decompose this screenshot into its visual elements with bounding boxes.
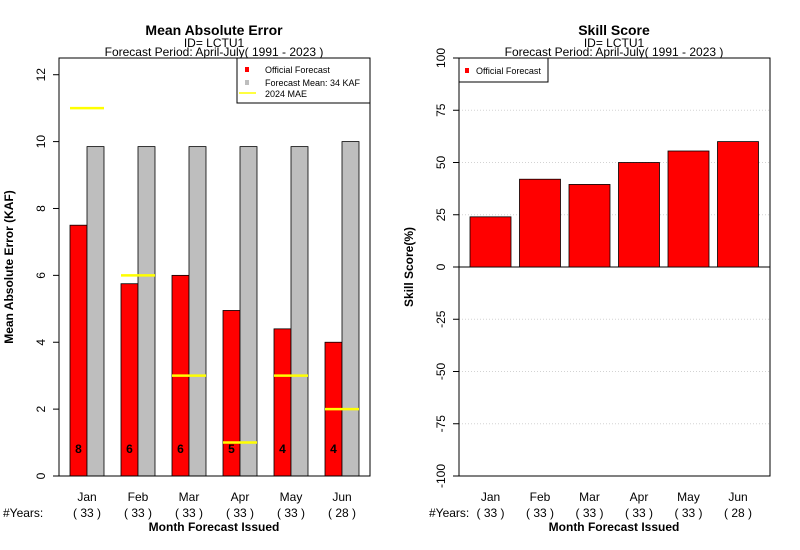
skill-id: ID= LCTU1 [584, 36, 645, 50]
mae-xtick-label: May [280, 490, 303, 504]
skill-legend-box [458, 57, 549, 83]
mae-legend-mean-swatch [245, 80, 249, 85]
mae-legend: Official Forecast Forecast Mean: 34 KAF … [236, 57, 371, 104]
mae-legend-box [236, 57, 371, 104]
skill-years-value: ( 33 ) [476, 506, 504, 520]
mae-xtick-label: Feb [128, 490, 149, 504]
skill-xtick-label: Jun [728, 490, 747, 504]
skill-ylabel: Skill Score(%) [402, 227, 416, 307]
mae-bar-count: 4 [330, 442, 337, 456]
skill-ytick-label-5: 25 [434, 208, 448, 222]
skill-years-label: #Years: [429, 506, 469, 520]
mae-years-label: #Years: [3, 506, 43, 520]
mae-bar-count: 8 [75, 442, 82, 456]
mae-bar-count: 4 [279, 442, 286, 456]
mae-years-value: ( 33 ) [277, 506, 305, 520]
skill-legend-official-swatch [465, 68, 469, 73]
mae-mean-bar [290, 146, 309, 477]
mae-ytick-label-3: 6 [34, 272, 48, 279]
mae-ytick-label-0: 0 [34, 472, 48, 479]
mae-years-value: ( 33 ) [73, 506, 101, 520]
mae-ylabel: Mean Absolute Error (KAF) [2, 190, 16, 344]
mae-period: Forecast Period: April-July( 1991 - 2023… [105, 45, 324, 59]
skill-legend-official-label: Official Forecast [476, 66, 541, 76]
skill-official-bar [519, 178, 561, 268]
mae-ytick-label-1: 2 [34, 405, 48, 412]
mae-mean-bar [239, 146, 258, 477]
mae-panel: Mean Absolute Error ID= LCTU1 Forecast P… [2, 22, 371, 534]
skill-ytick-label-2: -50 [434, 363, 448, 381]
mae-bar-count: 6 [177, 442, 184, 456]
skill-ytick-label-4: 0 [434, 263, 448, 270]
skill-ytick-label-7: 75 [434, 103, 448, 117]
mae-ytick-label-6: 12 [34, 68, 48, 82]
mae-ytick-label-4: 8 [34, 205, 48, 212]
mae-years-value: ( 28 ) [328, 506, 356, 520]
skill-ytick-label-8: 100 [434, 48, 448, 68]
mae-mean-bar [137, 146, 156, 477]
mae-ytick-label-5: 10 [34, 135, 48, 149]
mae-legend-mean-label: Forecast Mean: 34 KAF [265, 78, 361, 88]
mae-mean-bar [341, 141, 360, 477]
mae-legend-2024-label: 2024 MAE [265, 89, 307, 99]
skill-legend: Official Forecast [458, 57, 549, 83]
mae-bar-count: 6 [126, 442, 133, 456]
skill-years-value: ( 28 ) [724, 506, 752, 520]
mae-years-value: ( 33 ) [175, 506, 203, 520]
skill-xtick-label: Feb [530, 490, 551, 504]
skill-xtick-label: Jan [481, 490, 500, 504]
mae-mean-bar [86, 146, 105, 477]
mae-xtick-label: Jan [77, 490, 96, 504]
mae-plot-area: 0 2 4 6 8 10 12 8 Jan ( 33 ) 6 Feb ( 33 ) 6 Mar ( 33 ) 5… [34, 68, 360, 520]
mae-years-value: ( 33 ) [124, 506, 152, 520]
skill-years-value: ( 33 ) [625, 506, 653, 520]
skill-official-bar [568, 184, 611, 268]
mae-mean-bar [188, 146, 207, 477]
mae-xtick-label: Mar [179, 490, 200, 504]
mae-xlabel: Month Forecast Issued [149, 520, 280, 534]
mae-xtick-label: Apr [231, 490, 250, 504]
skill-period: Forecast Period: April-July( 1991 - 2023… [505, 45, 724, 59]
mae-id: ID= LCTU1 [184, 36, 245, 50]
skill-xtick-label: Mar [579, 490, 600, 504]
skill-ytick-label-6: 50 [434, 156, 448, 170]
skill-plot-area: -100 -75 -50 -25 0 25 50 75 100 Jan ( 33 ) Feb ( 33 … [434, 48, 770, 520]
skill-ylabel-wrap: Skill Score(%) [402, 227, 416, 307]
mae-years-value: ( 33 ) [226, 506, 254, 520]
skill-official-bar [469, 216, 512, 268]
mae-legend-official-swatch [245, 67, 249, 72]
skill-ytick-label-0: -100 [434, 464, 448, 488]
skill-years-value: ( 33 ) [575, 506, 603, 520]
mae-title: Mean Absolute Error [145, 22, 283, 38]
skill-xlabel: Month Forecast Issued [549, 520, 680, 534]
skill-years-value: ( 33 ) [674, 506, 702, 520]
skill-ytick-label-1: -75 [434, 415, 448, 433]
mae-ylabel-wrap: Mean Absolute Error (KAF) [2, 190, 16, 344]
skill-years-value: ( 33 ) [526, 506, 554, 520]
mae-official-bar [69, 224, 88, 477]
mae-bar-count: 5 [228, 442, 235, 456]
mae-plot-frame [58, 57, 371, 477]
skill-xtick-label: Apr [630, 490, 649, 504]
skill-panel: Skill Score ID= LCTU1 Forecast Period: A… [402, 22, 771, 534]
skill-official-bar [667, 150, 710, 268]
skill-ytick-label-3: -25 [434, 310, 448, 328]
mae-legend-official-label: Official Forecast [265, 65, 330, 75]
mae-ytick-label-2: 4 [34, 339, 48, 346]
mae-xtick-label: Jun [332, 490, 351, 504]
skill-title: Skill Score [578, 22, 650, 38]
skill-official-bar [618, 162, 660, 268]
skill-xtick-label: May [677, 490, 700, 504]
skill-plot-frame [458, 57, 771, 477]
skill-official-bar [717, 141, 759, 268]
